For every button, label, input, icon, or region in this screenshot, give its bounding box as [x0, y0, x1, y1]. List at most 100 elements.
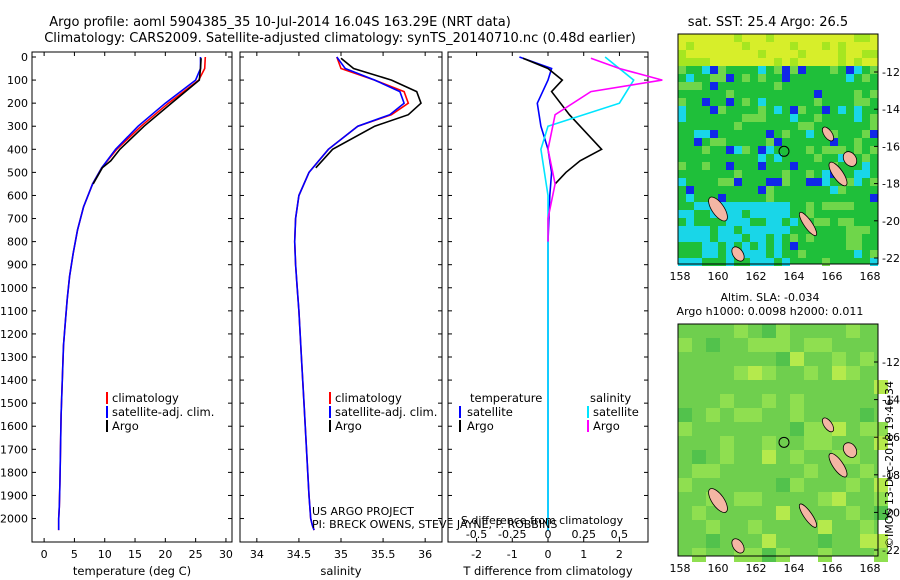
map-cell — [694, 226, 702, 234]
map-cell — [846, 506, 860, 520]
depth-tick-label: 100 — [7, 74, 28, 87]
map-cell — [678, 66, 686, 74]
map-cell — [758, 234, 766, 242]
map-cell — [766, 178, 774, 186]
map-cell — [766, 130, 774, 138]
map-cell — [790, 58, 798, 66]
x-tick-label: 30 — [219, 548, 233, 561]
map-cell — [758, 258, 766, 266]
map-cell — [748, 366, 762, 380]
map-cell — [678, 50, 686, 58]
map-cell — [710, 130, 718, 138]
island — [798, 503, 818, 528]
map-cell — [854, 178, 862, 186]
map-cell — [860, 520, 874, 534]
map-cell — [686, 82, 694, 90]
map-cell — [710, 58, 718, 66]
map-cell — [758, 202, 766, 210]
map-y-tick-label: -14 — [882, 103, 900, 116]
map-cell — [758, 146, 766, 154]
map-cell — [846, 324, 860, 338]
map-cell — [862, 74, 870, 82]
map-cell — [758, 250, 766, 258]
map-cell — [726, 226, 734, 234]
map-cell — [782, 218, 790, 226]
map-cell — [774, 226, 782, 234]
map-cell — [862, 50, 870, 58]
map-y-tick-label: -20 — [882, 506, 900, 519]
map-cell — [814, 154, 822, 162]
title-line-2: Climatology: CARS2009. Satellite-adjuste… — [44, 31, 636, 46]
map-cell — [742, 114, 750, 122]
float-location-marker — [778, 436, 790, 448]
map-y-tick-label: -16 — [882, 431, 900, 444]
legend-satellite: satellite-adj. clim. — [335, 405, 437, 419]
map-cell — [734, 366, 748, 380]
map-cell — [846, 218, 854, 226]
map-cell — [726, 202, 734, 210]
salinity-xlabel: salinity — [320, 564, 361, 578]
map-cell — [776, 338, 790, 352]
map-cell — [686, 250, 694, 258]
map-cell — [782, 210, 790, 218]
map-cell — [678, 408, 692, 422]
map-cell — [790, 106, 798, 114]
map-cell — [838, 146, 846, 154]
map-cell — [854, 34, 862, 42]
map-cell — [706, 338, 720, 352]
map-cell — [838, 202, 846, 210]
map-cell — [830, 50, 838, 58]
map-cell — [860, 464, 874, 478]
map-cell — [766, 186, 774, 194]
map-cell — [862, 130, 870, 138]
map-cell — [830, 138, 838, 146]
map-cell — [806, 146, 814, 154]
map-cell — [718, 258, 726, 266]
map-y-tick-label: -16 — [882, 140, 900, 153]
map-cell — [774, 258, 782, 266]
map-cell — [814, 50, 822, 58]
map-cell — [718, 34, 726, 42]
depth-tick-label: 1700 — [0, 443, 28, 456]
map-cell — [860, 352, 874, 366]
map-cell — [790, 234, 798, 242]
map-cell — [734, 58, 742, 66]
map-cell — [854, 242, 862, 250]
sla-map-title: Altim. SLA: -0.034 — [720, 291, 819, 304]
map-cell — [774, 202, 782, 210]
map-cell — [758, 162, 766, 170]
temperature-chart: 0 5 10 15 20 25 30 — [41, 52, 233, 561]
map-cell — [678, 218, 686, 226]
x-tick-label: 0 — [41, 548, 48, 561]
x-tick-label: -2 — [471, 548, 482, 561]
map-cell — [766, 226, 774, 234]
map-cell — [726, 178, 734, 186]
map-cell — [718, 218, 726, 226]
map-cell — [798, 106, 806, 114]
map-x-tick-label: 158 — [670, 562, 691, 575]
map-cell — [774, 106, 782, 114]
island — [708, 488, 728, 513]
x-tick-label: 15 — [128, 548, 142, 561]
map-cell — [750, 58, 758, 66]
sst-map-title: sat. SST: 25.4 Argo: 26.5 — [688, 15, 848, 30]
map-cell — [758, 242, 766, 250]
map-cell — [830, 58, 838, 66]
map-cell — [686, 218, 694, 226]
map-cell — [862, 98, 870, 106]
float-location-marker — [778, 145, 790, 157]
map-cell — [726, 242, 734, 250]
map-cell — [830, 202, 838, 210]
map-cell — [742, 210, 750, 218]
x-tick-label: 34.5 — [287, 548, 312, 561]
map-cell — [748, 548, 762, 562]
map-cell — [710, 74, 718, 82]
map-axes: 158 160 162 164 166 168 -12 -14 -16 -18 -20 -22 158 1… — [670, 66, 900, 575]
map-cell — [862, 34, 870, 42]
island — [842, 442, 858, 458]
map-cell — [758, 34, 766, 42]
map-cell — [734, 202, 742, 210]
x-tick-label: 1 — [580, 548, 587, 561]
map-cell — [678, 202, 686, 210]
map-cell — [750, 258, 758, 266]
